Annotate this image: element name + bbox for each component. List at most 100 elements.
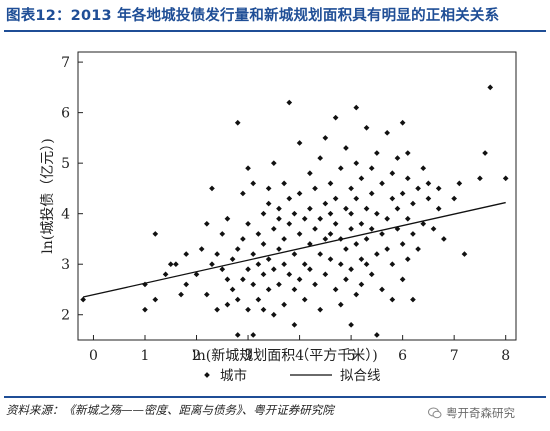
data-point: [214, 306, 220, 313]
data-point: [358, 281, 365, 288]
data-point: [343, 276, 349, 283]
y-tick-label: 7: [61, 55, 70, 71]
data-point: [363, 236, 370, 242]
data-point: [368, 190, 375, 197]
data-point: [234, 119, 241, 126]
data-point: [301, 296, 308, 303]
data-point: [209, 261, 215, 268]
data-point: [430, 226, 437, 232]
data-point: [265, 185, 272, 192]
data-point: [337, 301, 344, 308]
data-point: [343, 246, 349, 252]
y-tick-label: 2: [61, 308, 70, 324]
data-point: [296, 276, 303, 283]
data-point: [152, 231, 159, 237]
y-axis-label: ln(城投债（亿元）): [40, 138, 56, 253]
data-point: [245, 266, 251, 273]
data-point: [307, 205, 313, 212]
data-point: [286, 195, 293, 202]
data-point: [348, 185, 354, 192]
data-point: [291, 286, 298, 293]
data-point: [353, 241, 360, 247]
data-point: [399, 241, 406, 247]
x-tick-label: 3: [244, 348, 253, 364]
data-point: [374, 150, 380, 156]
data-point: [353, 195, 360, 202]
watermark: 粤开奇森研究: [428, 405, 515, 421]
x-axis-label: ln(新城规划面积（平方千米）): [192, 348, 377, 364]
data-point: [425, 195, 432, 202]
y-tick-label: 6: [61, 106, 70, 122]
data-point: [327, 180, 334, 187]
data-point: [343, 145, 349, 151]
data-point: [322, 271, 329, 278]
wechat-icon: [428, 407, 442, 419]
data-point: [250, 251, 257, 257]
y-tick-label: 5: [61, 156, 70, 172]
data-point: [404, 215, 411, 222]
data-point: [368, 165, 375, 172]
data-point: [307, 170, 313, 177]
data-point: [312, 185, 318, 192]
plot-frame: [77, 51, 517, 341]
data-point: [162, 271, 169, 278]
data-point: [337, 165, 344, 172]
x-tick-label: 6: [398, 348, 407, 364]
data-point: [312, 226, 318, 232]
data-point: [245, 165, 251, 172]
data-point: [173, 261, 179, 268]
data-point: [250, 332, 257, 338]
data-point: [224, 215, 231, 222]
data-point: [219, 231, 226, 237]
data-point: [260, 210, 267, 217]
data-point: [234, 332, 241, 338]
data-point: [260, 241, 267, 247]
data-point: [435, 205, 442, 212]
x-tick-label: 2: [192, 348, 201, 364]
data-point: [301, 215, 308, 222]
data-point: [260, 271, 267, 278]
data-point: [167, 261, 174, 268]
data-point: [332, 286, 339, 293]
data-point: [198, 246, 205, 252]
data-point: [260, 306, 267, 313]
legend: 城市 拟合线: [204, 367, 381, 384]
data-point: [234, 296, 241, 303]
data-point: [240, 276, 246, 283]
data-point: [322, 236, 329, 242]
data-point: [229, 286, 236, 293]
legend-marker-points: [204, 372, 210, 378]
data-point: [183, 281, 190, 288]
legend-label-line: 拟合线: [340, 368, 381, 384]
data-point: [209, 185, 215, 192]
scatter-chart: 2 3 4 5 6 7 0 1 2 3 4 5 6 7 8 ln(城投债（亿元）) ln(新城规划面积（平…: [40, 51, 517, 384]
data-point: [214, 251, 220, 257]
data-point: [415, 246, 421, 252]
data-point: [291, 322, 298, 328]
data-point: [332, 114, 339, 121]
data-point: [399, 119, 406, 126]
data-point: [255, 231, 262, 237]
data-point: [389, 170, 396, 177]
watermark-text: 粤开奇森研究: [446, 406, 515, 420]
fit-line: [83, 201, 506, 298]
data-point: [270, 226, 277, 232]
data-point: [348, 210, 354, 217]
data-point: [327, 231, 334, 237]
x-tick-label: 0: [89, 348, 98, 364]
data-point: [193, 271, 200, 278]
data-point: [353, 104, 360, 111]
data-point: [265, 256, 272, 262]
data-point: [317, 215, 324, 222]
title-rule: [4, 30, 546, 32]
data-point: [250, 180, 257, 187]
data-point: [353, 160, 360, 166]
source-note: 资料来源：《新城之殇——密度、距离与债务》、粤开证券研究院: [6, 403, 334, 417]
data-point: [482, 150, 488, 156]
data-point: [281, 261, 287, 268]
data-point: [327, 256, 334, 262]
data-point: [374, 251, 380, 257]
data-point: [203, 220, 210, 227]
data-point: [502, 175, 509, 182]
